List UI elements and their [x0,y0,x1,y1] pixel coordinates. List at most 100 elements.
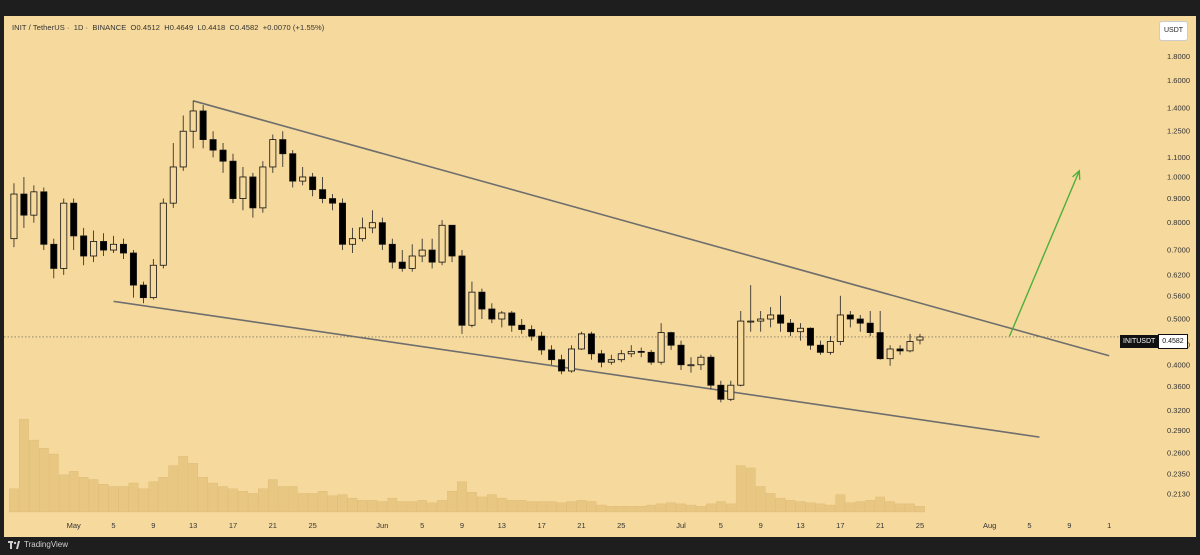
candle-body [30,191,38,216]
candle-body [169,166,177,204]
candle-body [40,191,48,245]
candle [607,354,615,365]
candle-body [538,335,546,351]
candle [309,172,317,197]
candle-body [617,353,625,361]
x-tick-label: 21 [269,521,277,530]
volume-bar [238,490,248,513]
y-tick-label: 0.3600 [1167,382,1190,391]
volume-bar [317,490,328,513]
x-tick-label: 9 [1067,521,1071,530]
volume-bar [875,496,885,513]
volume-bar [297,493,308,513]
volume-bar [118,486,129,513]
price-chart[interactable]: 1.8000 1.6000 1.4000 1.2500 1.1000 1.0000 0.90… [4,16,1196,537]
volume-bars [9,419,925,513]
volume-bar [775,497,786,513]
volume-bar [646,504,656,513]
volume-bar [686,504,696,513]
candle [687,357,695,373]
tradingview-brand[interactable]: TradingView [24,540,69,549]
volume-bar [218,486,228,513]
candle [677,340,685,370]
x-tick-label: 13 [189,521,197,530]
candle-body [388,243,396,263]
volume-bar [287,486,298,513]
candle [149,259,157,300]
volume-bar [556,502,567,513]
candle-body [100,241,108,251]
x-tick-label: Jun [376,521,388,530]
candle [90,230,98,263]
candle [219,143,227,173]
candle-body [219,149,227,162]
last-price-label: INITUSDT 0.4582 [1120,334,1188,349]
candle-body [767,314,775,320]
candle [846,310,854,328]
symbol-name[interactable]: INIT / TetherUS [12,23,65,32]
interval[interactable]: 1D [73,23,84,32]
candle-body [239,176,247,199]
candle [876,310,884,360]
volume-bar [855,501,866,513]
candle [358,217,366,242]
candle [329,194,337,211]
volume-bar [676,503,686,513]
candle-body [329,198,337,204]
volume-bar [755,486,766,513]
arrow-shaft [1008,170,1080,337]
currency-button[interactable]: USDT [1159,21,1188,41]
candle-body [339,202,347,245]
candle [259,161,267,213]
volume-bar [337,494,348,513]
volume-bar [437,500,447,513]
candle [587,331,595,360]
candle [627,345,635,358]
volume-bar [467,492,477,513]
x-tick-label: 17 [229,521,237,530]
candle-body [428,249,436,263]
candle [70,198,78,251]
low-value: L0.4418 [197,23,226,32]
candle [737,310,745,387]
trendline-upper [192,100,1110,357]
candle-body [299,176,307,182]
y-tick-label: 0.8000 [1167,218,1190,227]
y-tick-label: 0.5600 [1167,291,1190,300]
candle [279,131,287,167]
candle [757,310,765,332]
trendline-lower [113,300,1040,438]
y-tick-label: 1.0000 [1167,172,1190,181]
candle-body [777,314,785,324]
x-tick-label: 9 [151,521,155,530]
volume-bar [795,501,806,513]
volume-bar [526,501,537,513]
candle-body [508,312,516,326]
volume-bar [516,500,527,513]
candle-body [627,350,635,355]
y-tick-label: 1.1000 [1167,153,1190,162]
volume-bar [576,500,587,513]
candle-body [717,384,725,400]
candle [299,166,307,186]
candle [597,349,605,368]
volume-bar [725,503,736,513]
candle-body [418,249,426,257]
breakout-arrow [1008,169,1081,337]
x-tick-label: 5 [719,521,723,530]
candle [100,233,108,257]
candle-body [528,329,536,337]
volume-bar [606,506,617,513]
candle [498,310,506,328]
candle [697,354,705,370]
volume-bar [905,503,915,513]
time-axis[interactable]: May 5 9 13 17 21 25 Jun 5 9 13 17 21 25 Jul 5 9 13 17 21 25 A… [67,521,1112,530]
y-tick-label: 1.8000 [1167,52,1190,61]
candle [767,307,775,328]
volume-bar [666,502,676,513]
price-axis[interactable]: 1.8000 1.6000 1.4000 1.2500 1.1000 1.0000 0.90… [1167,52,1190,498]
high-value: H0.4649 [164,23,194,32]
candle [448,224,456,263]
y-tick-label: 1.4000 [1167,104,1190,113]
candle [916,333,924,345]
